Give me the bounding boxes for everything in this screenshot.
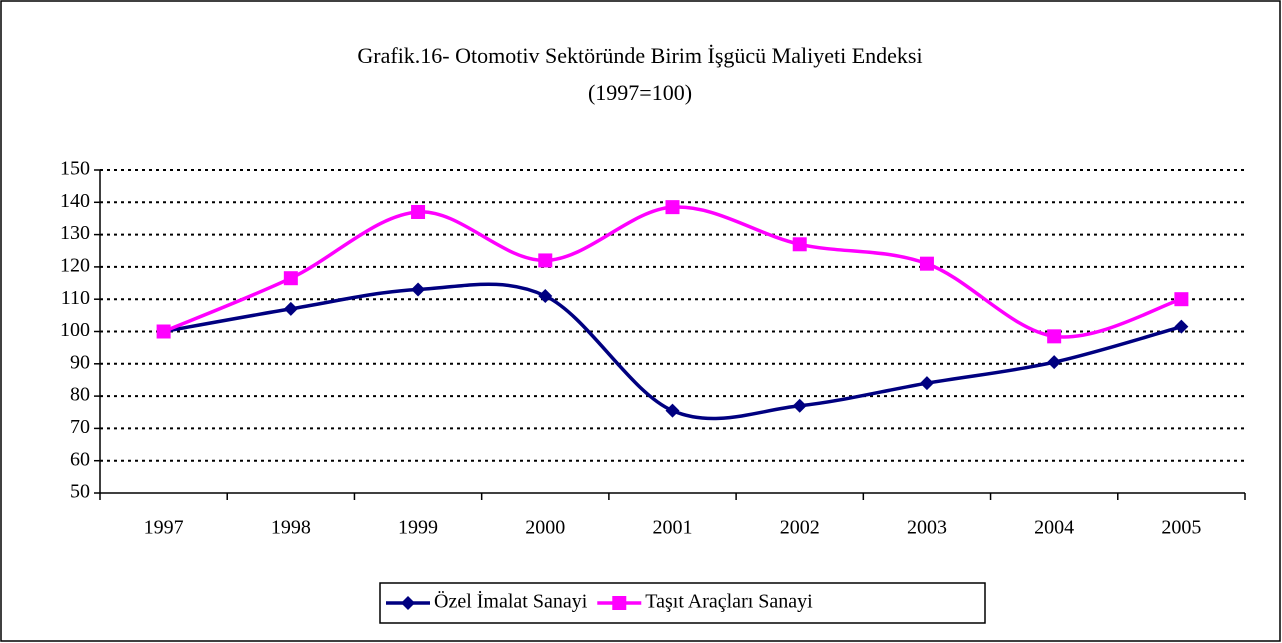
data-point — [665, 403, 680, 418]
x-tick-label: 2001 — [653, 517, 693, 539]
data-point — [283, 301, 298, 316]
data-point — [1174, 292, 1189, 307]
data-point — [1174, 319, 1189, 334]
y-tick-label: 140 — [60, 190, 90, 212]
y-tick-label: 130 — [60, 222, 90, 244]
legend-label: Özel İmalat Sanayi — [434, 590, 588, 613]
y-tick-label: 90 — [70, 351, 90, 373]
x-tick-label: 2005 — [1161, 517, 1201, 539]
legend-box — [379, 582, 986, 624]
data-point — [411, 204, 426, 219]
chart-subtitle: (1997=100) — [588, 80, 692, 105]
y-tick-label: 120 — [60, 254, 90, 276]
x-tick-label: 1999 — [398, 517, 438, 539]
x-tick-label: 2003 — [907, 517, 947, 539]
data-point — [919, 256, 934, 271]
y-tick-label: 80 — [70, 384, 90, 406]
data-point — [792, 237, 807, 252]
data-point — [1047, 329, 1062, 344]
data-point — [411, 282, 426, 297]
data-point — [919, 376, 934, 391]
y-tick-label: 150 — [60, 158, 90, 180]
y-tick-label: 60 — [70, 448, 90, 470]
x-tick-label: 2000 — [525, 517, 565, 539]
y-tick-label: 110 — [61, 287, 90, 309]
data-point — [665, 200, 680, 215]
x-tick-label: 1997 — [144, 517, 184, 539]
y-tick-label: 70 — [70, 416, 90, 438]
data-point — [538, 253, 553, 268]
data-point — [538, 288, 553, 303]
legend-label: Taşıt Araçları Sanayi — [645, 591, 813, 613]
data-point — [792, 398, 807, 413]
y-tick-label: 50 — [70, 481, 90, 503]
data-point — [283, 271, 298, 286]
chart-title: Grafik.16- Otomotiv Sektöründe Birim İşg… — [357, 43, 922, 68]
x-tick-label: 1998 — [271, 517, 311, 539]
y-tick-label: 100 — [60, 319, 90, 341]
data-point — [156, 324, 171, 339]
legend-marker — [612, 596, 627, 610]
legend-marker — [401, 596, 415, 610]
data-point — [1047, 355, 1062, 370]
x-tick-label: 2004 — [1034, 517, 1074, 539]
x-tick-label: 2002 — [780, 517, 820, 539]
